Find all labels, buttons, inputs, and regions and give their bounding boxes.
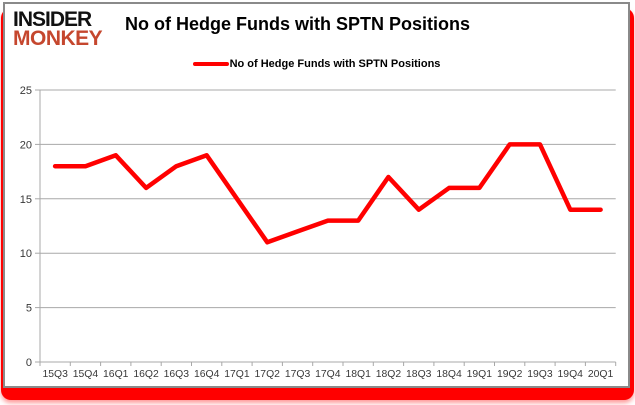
- series-line: [52, 142, 603, 245]
- ytick-label-0: 0: [26, 357, 32, 369]
- line-chart: 0 5 10 15 20 25 15Q3 15Q4 16Q1 16Q2 16Q3 16Q4 17Q1 17…: [20, 85, 617, 380]
- ytick-label-20: 20: [20, 139, 32, 151]
- ytick-label-15: 15: [20, 194, 32, 206]
- xtick-label-18Q1: 18Q1: [345, 369, 371, 380]
- xtick-label-17Q2: 17Q2: [255, 369, 281, 380]
- xtick-label-18Q4: 18Q4: [436, 369, 462, 380]
- xtick-label-16Q1: 16Q1: [103, 369, 129, 380]
- legend-label: No of Hedge Funds with SPTN Positions: [229, 58, 441, 70]
- xtick-label-16Q3: 16Q3: [164, 369, 190, 380]
- insider-monkey-logo[interactable]: INSIDER MONKEY: [13, 8, 103, 50]
- xtick-label-19Q1: 19Q1: [467, 369, 493, 380]
- logo-text-monkey: MONKEY: [13, 27, 103, 50]
- xtick-label-17Q3: 17Q3: [285, 369, 311, 380]
- xtick-label-20Q1: 20Q1: [588, 369, 614, 380]
- xtick-label-17Q4: 17Q4: [315, 369, 341, 380]
- chart-title: No of Hedge Funds with SPTN Positions: [125, 14, 470, 34]
- legend: No of Hedge Funds with SPTN Positions: [5, 58, 628, 70]
- xtick-label-19Q4: 19Q4: [558, 369, 584, 380]
- xtick-label-16Q2: 16Q2: [133, 369, 159, 380]
- xtick-label-18Q3: 18Q3: [406, 369, 432, 380]
- xtick-label-19Q3: 19Q3: [527, 369, 553, 380]
- legend-line-swatch: [192, 62, 229, 66]
- ytick-label-5: 5: [26, 303, 32, 315]
- xtick-label-17Q1: 17Q1: [224, 369, 250, 380]
- logo-text-insider: INSIDER: [13, 8, 92, 31]
- xtick-label-19Q2: 19Q2: [497, 369, 523, 380]
- ytick-label-25: 25: [20, 85, 32, 97]
- chart-card: INSIDER MONKEY No of Hedge Funds with SP…: [3, 2, 630, 388]
- xtick-label-16Q4: 16Q4: [194, 369, 220, 380]
- xtick-label-18Q2: 18Q2: [376, 369, 402, 380]
- ytick-label-10: 10: [20, 248, 32, 260]
- xtick-label-15Q4: 15Q4: [73, 369, 99, 380]
- xtick-label-15Q3: 15Q3: [42, 369, 68, 380]
